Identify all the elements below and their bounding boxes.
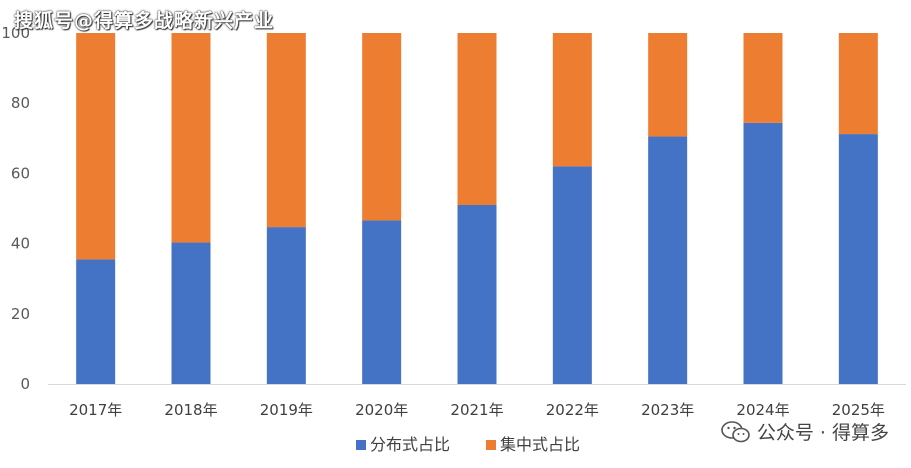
legend-swatch <box>356 440 366 450</box>
bar-distributed <box>648 136 688 384</box>
x-tick-label: 2022年 <box>546 401 599 419</box>
bar-distributed <box>362 220 402 384</box>
bar-distributed <box>838 134 878 384</box>
y-tick-label: 100 <box>1 24 30 42</box>
x-tick-label: 2023年 <box>641 401 694 419</box>
y-axis-ticks: 0 20 40 60 80 100 <box>1 24 30 393</box>
x-axis-ticks: 2017年 2018年 2019年 2020年 2021年 2022年 2023年 2024年… <box>69 401 885 419</box>
wechat-icon <box>721 420 750 442</box>
bars <box>76 33 878 384</box>
bar-centralized <box>171 33 211 243</box>
y-tick-label: 0 <box>20 375 30 393</box>
x-tick-label: 2024年 <box>736 401 789 419</box>
bar-centralized <box>362 33 402 221</box>
x-tick-label: 2021年 <box>450 401 503 419</box>
x-tick-label: 2019年 <box>260 401 313 419</box>
bar-centralized <box>552 33 592 167</box>
bar-centralized <box>76 33 116 260</box>
watermark-bottom: 公众号 · 得算多 <box>721 418 889 445</box>
bar-centralized <box>743 33 783 123</box>
legend-swatch <box>486 440 496 450</box>
y-tick-label: 40 <box>11 235 30 253</box>
bar-distributed <box>171 242 211 384</box>
watermark-bottom-text: 公众号 · 得算多 <box>756 422 889 444</box>
bar-centralized <box>457 33 497 205</box>
bar-distributed <box>552 166 592 384</box>
legend-label: 分布式占比 <box>370 435 450 454</box>
bar-distributed <box>457 204 497 384</box>
bar-centralized <box>648 33 688 137</box>
legend-label: 集中式占比 <box>500 435 580 454</box>
bar-distributed <box>266 227 306 384</box>
x-tick-label: 2017年 <box>69 401 122 419</box>
bar-centralized <box>266 33 306 228</box>
bar-centralized <box>838 33 878 135</box>
x-tick-label: 2025年 <box>832 401 885 419</box>
watermark-top: 搜狐号@得算多战略新兴产业 <box>14 10 275 32</box>
y-tick-label: 20 <box>11 305 30 323</box>
y-tick-label: 80 <box>11 94 30 112</box>
legend: 分布式占比 集中式占比 <box>356 435 580 454</box>
bar-distributed <box>743 122 783 384</box>
y-tick-label: 60 <box>11 164 30 182</box>
x-tick-label: 2020年 <box>355 401 408 419</box>
bar-distributed <box>76 259 116 384</box>
x-tick-label: 2018年 <box>164 401 217 419</box>
